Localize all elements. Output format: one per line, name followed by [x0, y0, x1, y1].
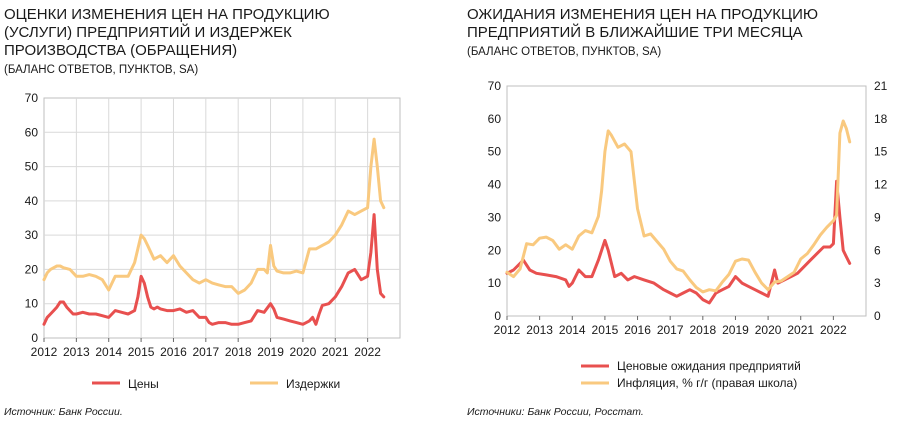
chart-panel-price-expectations: ОЖИДАНИЯ ИЗМЕНЕНИЯ ЦЕН НА ПРОДУКЦИЮ ПРЕД… — [463, 0, 907, 435]
y-tick-label: 60 — [25, 125, 39, 139]
x-tick-label: 2020 — [290, 345, 317, 359]
y-tick-label: 50 — [25, 160, 39, 174]
legend-label: Цены — [128, 377, 159, 391]
title-line: ПРЕДПРИЯТИЙ В БЛИЖАЙШИЕ ТРИ МЕСЯЦА — [467, 24, 803, 41]
x-tick-label: 2014 — [559, 323, 586, 337]
y-tick-label: 20 — [25, 262, 39, 276]
y-right-tick-label: 6 — [874, 243, 881, 257]
x-tick-label: 2020 — [755, 323, 782, 337]
x-tick-label: 2013 — [526, 323, 553, 337]
y-tick-label: 70 — [488, 79, 502, 93]
y-tick-label: 30 — [25, 228, 39, 242]
x-tick-label: 2017 — [192, 345, 219, 359]
x-tick-label: 2016 — [160, 345, 187, 359]
chart-right-svg: 0 10 20 30 40 50 60 70 0 3 6 9 12 15 18 21 2012 2013 2014 2… — [488, 79, 888, 390]
chart-title: ОЦЕНКИ ИЗМЕНЕНИЯ ЦЕН НА ПРОДУКЦИЮ (УСЛУГ… — [4, 6, 330, 60]
y-tick-label: 50 — [488, 145, 502, 159]
x-tick-label: 2019 — [722, 323, 749, 337]
legend-label: Ценовые ожидания предприятий — [617, 359, 801, 373]
x-tick-label: 2018 — [225, 345, 252, 359]
y-tick-label: 0 — [494, 309, 501, 323]
y-right-tick-label: 12 — [874, 178, 888, 192]
series-line-orange — [505, 119, 852, 294]
series-line-red — [42, 213, 386, 326]
x-tick-label: 2015 — [592, 323, 619, 337]
y-tick-label: 0 — [31, 331, 38, 345]
x-tick-label: 2013 — [63, 345, 90, 359]
series-line-orange — [42, 137, 386, 295]
source-note: Источники: Банк России, Росстат. — [467, 406, 644, 418]
chart-subtitle: (БАЛАНС ОТВЕТОВ, ПУНКТОВ, SA) — [467, 46, 662, 58]
y-tick-label: 30 — [488, 210, 502, 224]
chart-panel-price-and-cost-assessment: ОЦЕНКИ ИЗМЕНЕНИЯ ЦЕН НА ПРОДУКЦИЮ (УСЛУГ… — [0, 0, 440, 435]
y-right-tick-label: 18 — [874, 112, 888, 126]
y-tick-label: 40 — [488, 178, 502, 192]
x-tick-label: 2012 — [494, 323, 521, 337]
y-right-tick-label: 9 — [874, 210, 881, 224]
y-tick-label: 60 — [488, 112, 502, 126]
title-line: ОЖИДАНИЯ ИЗМЕНЕНИЯ ЦЕН НА ПРОДУКЦИЮ — [467, 6, 819, 23]
title-line: (УСЛУГИ) ПРЕДПРИЯТИЙ И ИЗДЕРЖЕК — [4, 24, 292, 41]
chart-title: ОЖИДАНИЯ ИЗМЕНЕНИЯ ЦЕН НА ПРОДУКЦИЮ ПРЕД… — [467, 6, 818, 42]
legend-label: Издержки — [286, 377, 340, 391]
x-tick-label: 2022 — [820, 323, 847, 337]
y-tick-label: 70 — [25, 91, 39, 105]
x-tick-label: 2021 — [322, 345, 349, 359]
title-line: ОЦЕНКИ ИЗМЕНЕНИЯ ЦЕН НА ПРОДУКЦИЮ — [4, 6, 330, 23]
y-right-tick-label: 15 — [874, 145, 888, 159]
chart-left-svg: 0 10 20 30 40 50 60 70 2012 2013 2014 2015 2016 2017 2… — [25, 91, 401, 391]
x-tick-label: 2018 — [689, 323, 716, 337]
plot-frame — [506, 85, 867, 317]
x-tick-label: 2021 — [787, 323, 814, 337]
title-line: ПРОИЗВОДСТВА (ОБРАЩЕНИЯ) — [4, 42, 238, 59]
x-tick-label: 2017 — [657, 323, 684, 337]
source-note: Источник: Банк России. — [4, 406, 123, 418]
y-right-tick-label: 0 — [874, 309, 881, 323]
y-tick-label: 20 — [488, 243, 502, 257]
series-line-red — [505, 179, 852, 305]
x-tick-label: 2015 — [128, 345, 155, 359]
y-tick-label: 10 — [488, 276, 502, 290]
y-right-tick-label: 3 — [874, 276, 881, 290]
y-right-tick-label: 21 — [874, 79, 888, 93]
chart-subtitle: (БАЛАНС ОТВЕТОВ, ПУНКТОВ, SA) — [4, 64, 199, 76]
x-tick-label: 2022 — [354, 345, 381, 359]
x-tick-label: 2014 — [95, 345, 122, 359]
y-tick-label: 40 — [25, 194, 39, 208]
x-tick-label: 2016 — [624, 323, 651, 337]
x-tick-label: 2019 — [257, 345, 284, 359]
y-tick-label: 10 — [25, 297, 39, 311]
plot-frame — [43, 97, 401, 339]
x-tick-label: 2012 — [31, 345, 58, 359]
legend-label: Инфляция, % г/г (правая школа) — [617, 376, 797, 390]
